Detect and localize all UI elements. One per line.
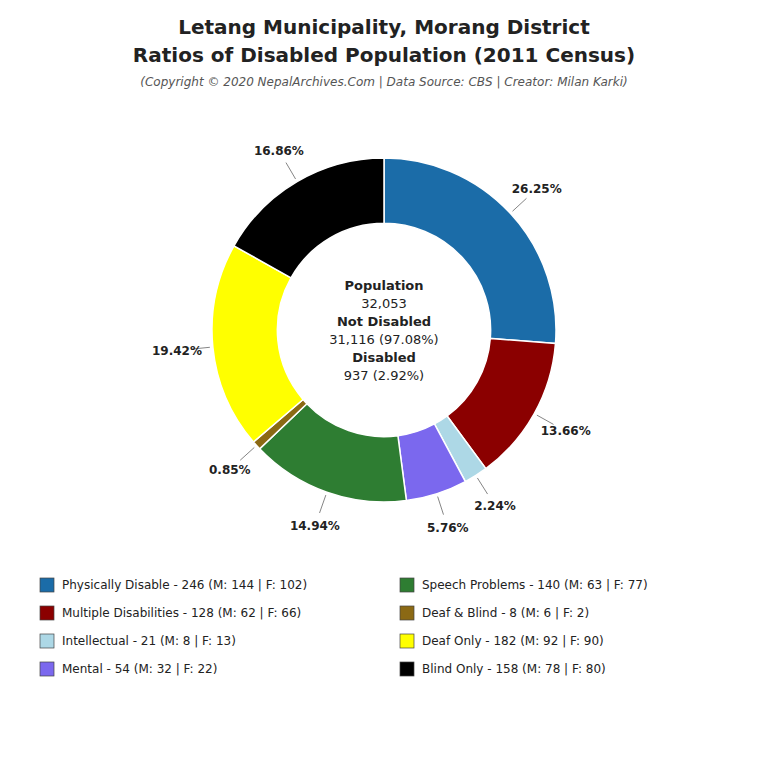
data-label: 19.42% (152, 344, 202, 358)
legend-swatch (40, 634, 54, 648)
background (0, 0, 768, 768)
legend-label: Speech Problems - 140 (M: 63 | F: 77) (422, 578, 648, 592)
legend-swatch (400, 578, 414, 592)
data-label: 5.76% (427, 521, 469, 535)
center-text: Disabled (352, 350, 416, 365)
data-labels: 26.25% 13.66% 2.24% 5.76% 14.94% 0.85% 19.42% 1… (152, 144, 591, 535)
legend-swatch (400, 606, 414, 620)
center-text: Population (344, 278, 423, 293)
legend-swatch (400, 662, 414, 676)
slices (212, 158, 556, 502)
legend-label: Blind Only - 158 (M: 78 | F: 80) (422, 662, 606, 676)
subtitle: (Copyright © 2020 NepalArchives.Com | Da… (140, 75, 627, 89)
data-label: 2.24% (474, 499, 516, 513)
data-label: 14.94% (290, 519, 340, 533)
chart: Letang Municipality, Morang District Rati… (0, 0, 768, 768)
title: Letang Municipality, Morang District (178, 15, 590, 39)
title: Ratios of Disabled Population (2011 Cens… (133, 43, 635, 67)
legend-label: Mental - 54 (M: 32 | F: 22) (62, 662, 217, 676)
legend-swatch (40, 662, 54, 676)
legend-label: Physically Disable - 246 (M: 144 | F: 10… (62, 578, 307, 592)
data-label: 13.66% (541, 424, 591, 438)
data-label: 0.85% (209, 463, 251, 477)
legend-label: Deaf Only - 182 (M: 92 | F: 90) (422, 634, 604, 648)
label-leader (477, 478, 487, 494)
center-text: Not Disabled (337, 314, 431, 329)
data-label: 16.86% (254, 144, 304, 158)
label-leader (513, 198, 527, 211)
label-leader (320, 495, 326, 513)
slice (234, 158, 384, 278)
center-text: 31,116 (97.08%) (329, 332, 438, 347)
legend: Physically Disable - 246 (M: 144 | F: 10… (40, 578, 648, 676)
label-leader (438, 497, 444, 515)
label-leader (240, 447, 254, 460)
label-leader (537, 415, 554, 424)
data-label: 26.25% (512, 182, 562, 196)
legend-label: Deaf & Blind - 8 (M: 6 | F: 2) (422, 606, 589, 620)
legend-swatch (40, 578, 54, 592)
center-text: 32,053 (361, 296, 407, 311)
legend-label: Intellectual - 21 (M: 8 | F: 13) (62, 634, 236, 648)
center-text: 937 (2.92%) (344, 368, 424, 383)
slice (398, 424, 465, 501)
legend-swatch (40, 606, 54, 620)
label-leader (286, 163, 296, 179)
legend-swatch (400, 634, 414, 648)
legend-label: Multiple Disabilities - 128 (M: 62 | F: … (62, 606, 301, 620)
